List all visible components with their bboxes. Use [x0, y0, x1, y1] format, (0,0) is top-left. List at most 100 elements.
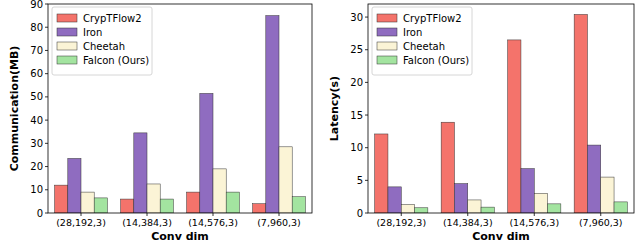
bar: [94, 198, 107, 213]
legend-label: Falcon (Ours): [403, 55, 469, 66]
legend-label: Falcon (Ours): [83, 55, 149, 66]
legend-swatch: [57, 56, 77, 64]
bar: [134, 133, 147, 213]
bar: [587, 145, 600, 213]
x-tick-label: (14,384,3): [443, 217, 493, 228]
legend-label: Iron: [403, 27, 422, 38]
bar: [279, 147, 292, 213]
x-axis-label: Conv dim: [472, 230, 530, 243]
bar: [68, 158, 81, 213]
y-tick-label: 30: [30, 138, 43, 149]
chart-panel: 0 5 10 15 20 25 30 (28,192,3) (14,384,3) (14,576,…: [328, 4, 634, 243]
y-tick-label: 60: [30, 68, 43, 79]
y-tick-label: 80: [30, 22, 43, 33]
legend-box: [372, 7, 472, 75]
y-tick-label: 0: [37, 208, 43, 219]
x-tick: [147, 213, 148, 216]
bars: [375, 14, 628, 213]
y-tick: [45, 27, 48, 28]
x-tick-label: (14,576,3): [188, 217, 238, 228]
legend-label: Cheetah: [403, 41, 445, 52]
x-tick: [534, 213, 535, 216]
y-tick-label: 90: [30, 0, 43, 10]
bar: [81, 192, 94, 213]
y-tick: [365, 49, 368, 50]
bar: [253, 204, 266, 213]
legend-label: CrypTFlow2: [83, 13, 142, 24]
y-axis-label: Latency(s): [328, 76, 341, 141]
y-tick-label: 70: [30, 45, 43, 56]
y-tick-label: 20: [30, 161, 43, 172]
legend-label: CrypTFlow2: [403, 13, 462, 24]
y-tick-label: 10: [30, 184, 43, 195]
y-tick: [45, 166, 48, 167]
x-tick: [213, 213, 214, 216]
bar: [213, 169, 226, 213]
y-tick: [45, 50, 48, 51]
bar: [468, 200, 481, 213]
bar: [147, 184, 160, 213]
legend-swatch: [377, 56, 397, 64]
y-axis-label: Communication(MB): [8, 46, 21, 172]
x-tick: [467, 213, 468, 216]
x-tick-label: (14,576,3): [509, 217, 559, 228]
bar: [266, 16, 279, 213]
y-tick-label: 15: [350, 110, 363, 121]
legend-box: [52, 7, 152, 75]
y-tick: [365, 213, 368, 214]
x-tick-label: (7,960,3): [579, 217, 623, 228]
bars: [55, 16, 306, 213]
figure: 0102030405060708090(28,192,3)(14,384,3)(…: [0, 0, 640, 245]
y-tick-label: 50: [30, 91, 43, 102]
bar: [292, 197, 305, 213]
x-tick-label: (28,192,3): [376, 217, 426, 228]
y-tick: [365, 180, 368, 181]
bar: [454, 184, 467, 213]
legend-label: Iron: [83, 27, 102, 38]
legend-swatch: [57, 42, 77, 50]
y-tick: [45, 120, 48, 121]
legend: CrypTFlow2 Iron Cheetah Falcon (Ours): [372, 7, 472, 75]
bar: [226, 192, 239, 213]
x-tick: [279, 213, 280, 216]
y-tick: [45, 4, 48, 5]
plot-frame: [368, 4, 634, 213]
x-tick: [401, 213, 402, 216]
y-tick-label: 25: [350, 44, 363, 55]
legend-swatch: [57, 14, 77, 22]
bar: [401, 205, 414, 213]
y-tick-label: 0: [357, 208, 363, 219]
x-tick-label: (14,384,3): [122, 217, 172, 228]
bar: [534, 193, 547, 213]
bar: [441, 122, 454, 213]
bar: [55, 185, 68, 213]
bar: [121, 199, 134, 213]
x-tick: [81, 213, 82, 216]
bar: [375, 134, 388, 213]
plot-frame: [48, 4, 312, 213]
y-tick-label: 20: [350, 77, 363, 88]
y-tick-label: 30: [350, 12, 363, 23]
y-tick: [45, 73, 48, 74]
bar: [187, 192, 200, 213]
y-tick-label: 10: [350, 142, 363, 153]
legend-swatch: [57, 28, 77, 36]
x-tick-label: (28,192,3): [56, 217, 106, 228]
y-tick-label: 40: [30, 115, 43, 126]
y-tick: [45, 213, 48, 214]
bar: [548, 204, 561, 213]
y-tick: [365, 147, 368, 148]
y-tick-label: 5: [357, 175, 363, 186]
legend-swatch: [377, 14, 397, 22]
bar: [614, 202, 627, 213]
bar: [601, 177, 614, 213]
bar: [160, 199, 173, 213]
bar: [508, 40, 521, 213]
legend: CrypTFlow2IronCheetahFalcon (Ours): [52, 7, 152, 75]
bar: [574, 14, 587, 213]
chart-panel: 0 10 20 30 40 50 60 70 80 90 (28,192,3) (14,384,3) (…: [8, 0, 312, 243]
bar: [521, 169, 534, 213]
y-tick: [365, 82, 368, 83]
x-axis-label: Conv dim: [151, 230, 209, 243]
legend-swatch: [377, 42, 397, 50]
